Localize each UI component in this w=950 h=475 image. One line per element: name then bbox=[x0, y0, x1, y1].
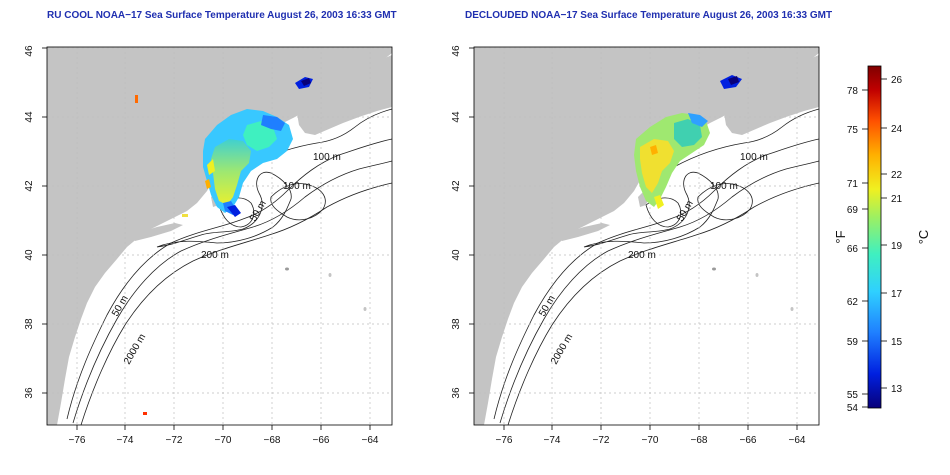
colorbar-c-tick: 21 bbox=[891, 194, 903, 205]
left-y-tick: 40 bbox=[24, 249, 35, 261]
colorbar-c-tick: 13 bbox=[891, 384, 903, 395]
colorbar-f-tick: 59 bbox=[847, 337, 859, 348]
left-x-tick: −66 bbox=[313, 435, 330, 446]
right-x-tick: −64 bbox=[789, 435, 806, 446]
right-x-tick: −76 bbox=[496, 435, 513, 446]
right-map-frame bbox=[473, 46, 820, 426]
left-x-tick: −76 bbox=[69, 435, 86, 446]
colorbar-c-tick: 15 bbox=[891, 337, 903, 348]
right-contour-label-100m-b: 100 m bbox=[710, 181, 738, 192]
colorbar-f-tick: 62 bbox=[847, 297, 859, 308]
colorbar-gradient bbox=[867, 65, 882, 409]
colorbar-f-tick: 69 bbox=[847, 205, 859, 216]
left-bay-of-fundy-patch bbox=[295, 77, 313, 89]
left-y-tick: 42 bbox=[24, 180, 35, 192]
colorbar-f-tick: 54 bbox=[847, 403, 859, 414]
right-contour-label-100m-a: 100 m bbox=[740, 152, 768, 163]
right-y-tick: 40 bbox=[451, 249, 462, 261]
left-contour-label-100m-b: 100 m bbox=[283, 181, 311, 192]
left-y-tick: 38 bbox=[24, 318, 35, 330]
left-contour-label-100m-a: 100 m bbox=[313, 152, 341, 163]
colorbar-c-tick: 26 bbox=[891, 75, 903, 86]
right-map-panel: 100 m 100 m 50 m 200 m 50 m 2000 m −76 −… bbox=[451, 45, 820, 446]
colorbar-f-tick: 55 bbox=[847, 390, 859, 401]
left-map-panel: 100 m 100 m 50 m 200 m 50 m 2000 m −76 −… bbox=[24, 45, 393, 446]
right-bay-of-fundy-patch bbox=[720, 75, 742, 89]
colorbar-c-tick: 19 bbox=[891, 241, 903, 252]
colorbar-f-tick: 66 bbox=[847, 244, 859, 255]
right-x-tick: −72 bbox=[593, 435, 610, 446]
colorbar-c-tick: 17 bbox=[891, 289, 903, 300]
left-y-tick: 36 bbox=[24, 387, 35, 399]
left-x-tick: −70 bbox=[215, 435, 232, 446]
right-y-tick: 38 bbox=[451, 318, 462, 330]
right-y-tick: 36 bbox=[451, 387, 462, 399]
right-map-title: DECLOUDED NOAA−17 Sea Surface Temperatur… bbox=[465, 10, 833, 21]
left-y-tick: 46 bbox=[24, 45, 35, 57]
colorbar-unit-f: °F bbox=[833, 230, 848, 243]
left-y-tick: 44 bbox=[24, 111, 35, 123]
left-x-tick: −68 bbox=[264, 435, 281, 446]
right-x-tick: −68 bbox=[691, 435, 708, 446]
colorbar-unit-c: °C bbox=[916, 230, 931, 245]
left-map-frame bbox=[46, 46, 393, 426]
right-y-tick: 44 bbox=[451, 111, 462, 123]
left-sst-patch bbox=[203, 109, 293, 217]
right-contour-label-200m: 200 m bbox=[628, 250, 656, 261]
left-x-tick: −64 bbox=[362, 435, 379, 446]
left-contour-label-200m: 200 m bbox=[201, 250, 229, 261]
colorbar-c-tick: 22 bbox=[891, 170, 903, 181]
right-x-tick: −74 bbox=[544, 435, 561, 446]
right-x-tick: −70 bbox=[642, 435, 659, 446]
left-x-tick: −72 bbox=[166, 435, 183, 446]
colorbar-c-tick: 24 bbox=[891, 124, 903, 135]
right-y-tick: 46 bbox=[451, 45, 462, 57]
right-y-tick: 42 bbox=[451, 180, 462, 192]
right-sst-patch bbox=[634, 113, 710, 209]
colorbar-f-tick: 75 bbox=[847, 125, 859, 136]
right-x-tick: −66 bbox=[740, 435, 757, 446]
colorbar-f-tick: 71 bbox=[847, 179, 859, 190]
colorbar: 78 75 71 69 66 62 59 55 54 26 24 22 21 1… bbox=[833, 65, 931, 414]
colorbar-f-tick: 78 bbox=[847, 86, 859, 97]
left-stray-pixels bbox=[135, 95, 188, 415]
left-x-tick: −74 bbox=[117, 435, 134, 446]
left-map-title: RU COOL NOAA−17 Sea Surface Temperature … bbox=[47, 10, 397, 21]
